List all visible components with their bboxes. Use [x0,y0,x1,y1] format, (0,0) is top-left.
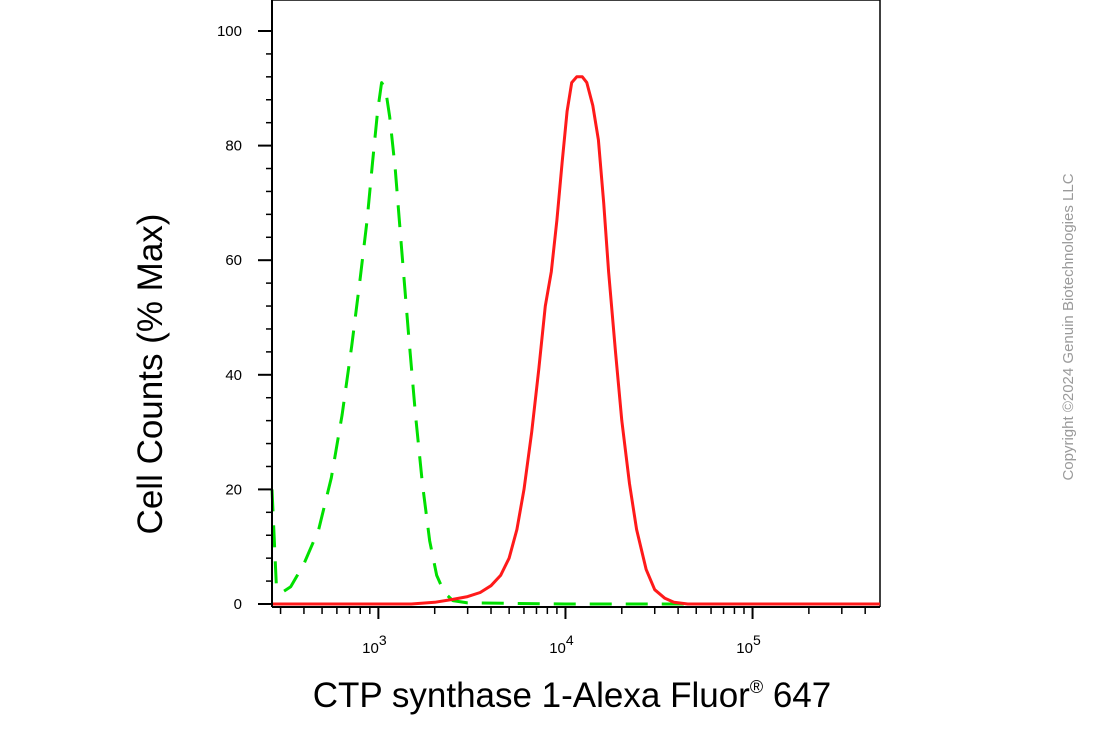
x-tick-label: 103 [362,632,387,657]
x-tick-base: 10 [362,640,379,657]
x-axis-title-suffix: 647 [763,676,831,715]
x-tick-base: 10 [549,640,566,657]
x-tick-base: 10 [736,640,753,657]
y-axis-title: Cell Counts (% Max) [131,214,170,535]
y-ticks: 0 20 40 60 80 100 [217,23,272,613]
series-layer [270,75,880,606]
series-line-2 [272,75,880,606]
y-tick-label: 40 [225,367,242,384]
x-axis-title-main: CTP synthase 1-Alexa Fluor [313,676,750,715]
x-axis-title: CTP synthase 1-Alexa Fluor® 647 [313,676,831,715]
x-tick-label: 105 [736,632,761,657]
x-axis-title-registered: ® [750,677,763,697]
x-ticks: 103 104 105 [279,607,866,657]
y-tick-label: 60 [225,252,242,269]
series-line-1 [270,81,880,606]
x-tick-exponent: 4 [566,632,574,648]
y-tick-label: 20 [225,481,242,498]
y-tick-label: 100 [217,23,242,40]
y-tick-label: 0 [234,596,242,613]
y-tick-label: 80 [225,138,242,155]
plot-frame [272,0,881,607]
x-tick-label: 104 [549,632,574,657]
copyright-text: Copyright ©2024 Genuin Biotechnologies L… [1060,173,1077,480]
x-tick-exponent: 5 [753,632,761,648]
x-tick-exponent: 3 [379,632,387,648]
